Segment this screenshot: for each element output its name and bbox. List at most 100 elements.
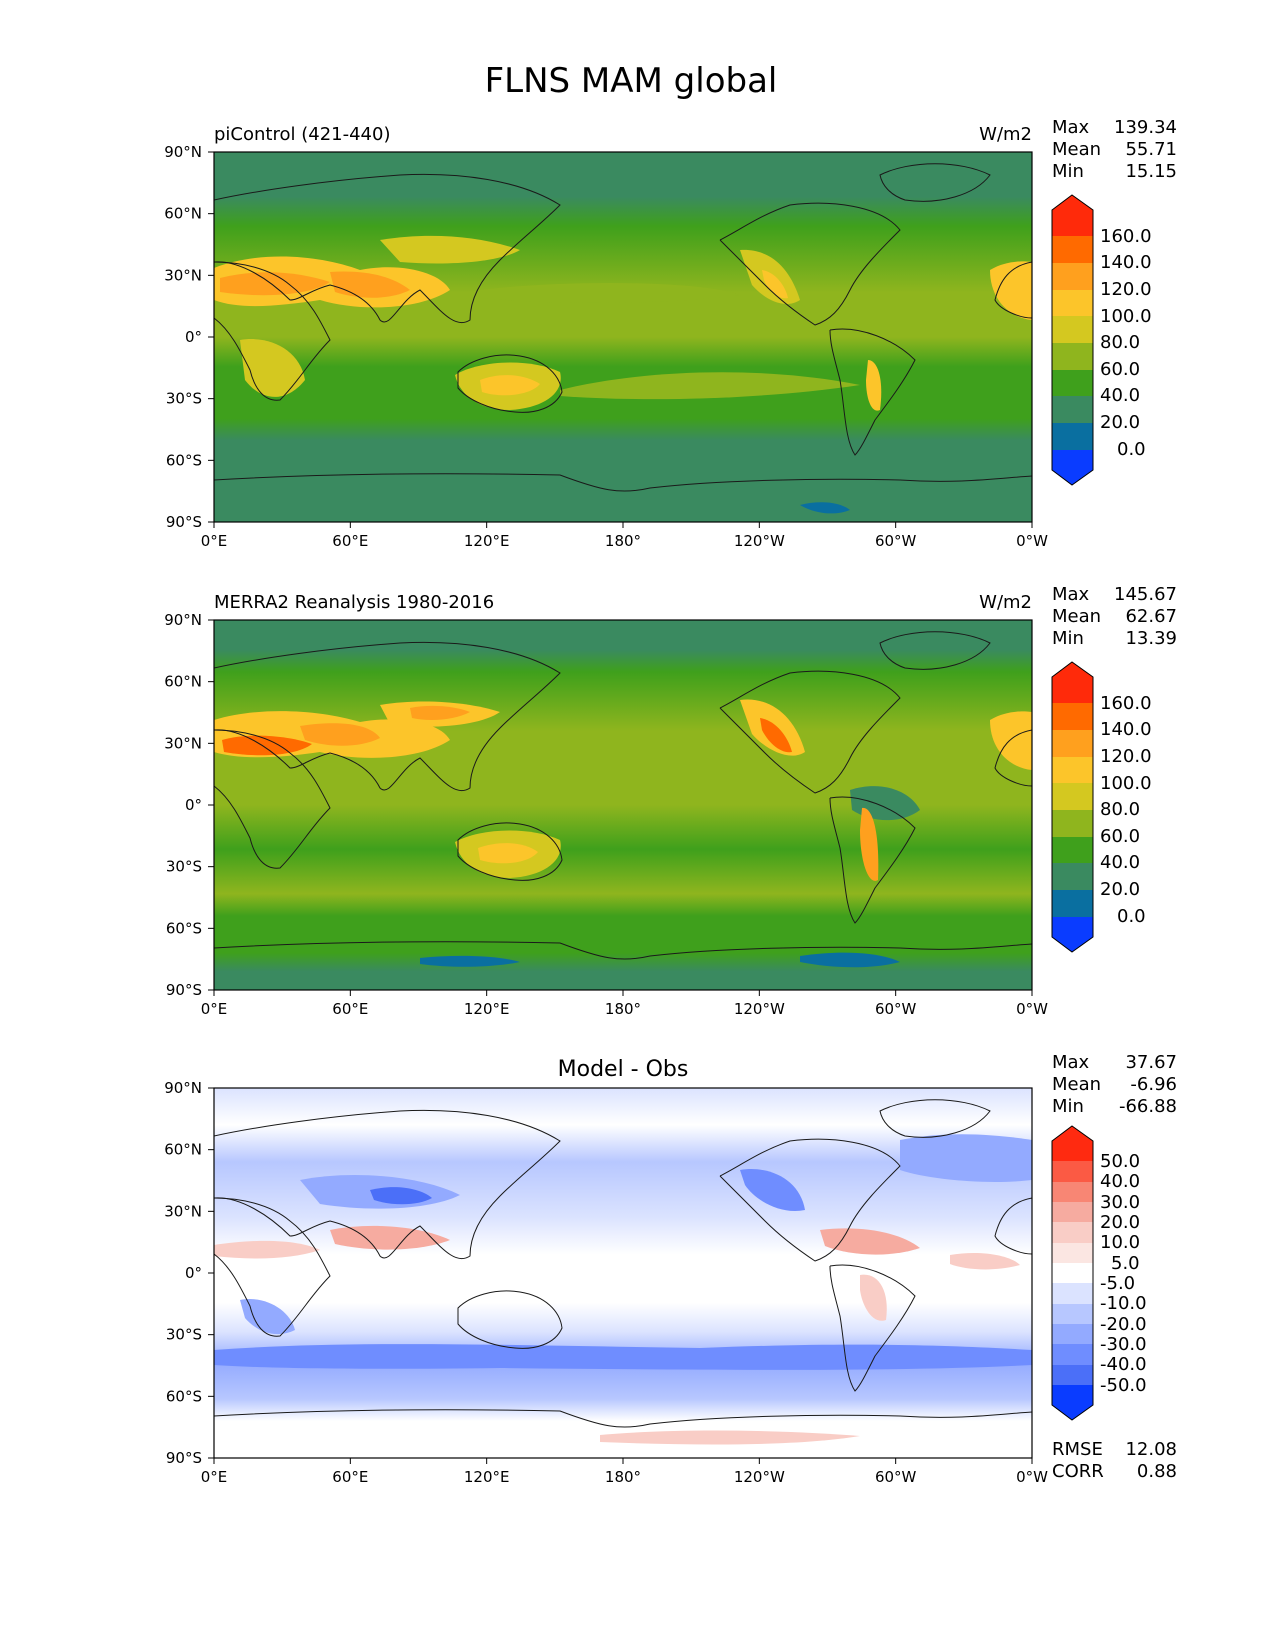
field-blob-pacific-north <box>480 283 740 303</box>
stats-block: Max 139.34 Mean 55.71 Min 15.15 <box>1052 117 1177 182</box>
coastlines <box>214 1099 1032 1428</box>
colorbar-outline <box>1051 661 1094 953</box>
colorbar-band <box>1052 810 1093 837</box>
stat-max-value: 139.34 <box>1114 117 1177 138</box>
colorbar-label: -5.0 <box>1100 1273 1135 1294</box>
lat-tick-label: 30°N <box>164 266 202 284</box>
colorbar-band <box>1052 236 1093 263</box>
colorbar-band <box>1052 290 1093 316</box>
lat-tick-label: 0° <box>185 796 202 814</box>
lat-tick-label: 90°N <box>164 611 202 629</box>
lon-tick-label: 180° <box>605 1468 641 1486</box>
lon-tick-label: 60°W <box>875 532 917 550</box>
lon-tick-label: 180° <box>605 1000 641 1018</box>
field-blob-australia-core <box>478 843 538 864</box>
colorbar-band <box>1052 1182 1093 1202</box>
colorbar-band <box>1052 1324 1093 1344</box>
colorbar-band <box>1052 423 1093 450</box>
colorbar-label: 50.0 <box>1100 1151 1140 1172</box>
lat-tick-label: 30°S <box>166 858 202 876</box>
lon-tick-label: 120°W <box>734 1468 785 1486</box>
coast-greenland <box>879 163 991 202</box>
colorbar-label: 20.0 <box>1100 1212 1140 1233</box>
lon-tick-label: 60°E <box>332 532 368 550</box>
map-field <box>214 1088 1032 1458</box>
coast-europe-asia <box>214 1109 561 1260</box>
colorbar-band <box>1052 1263 1093 1283</box>
field-blob-arabia <box>300 723 380 746</box>
coast-namerica <box>719 670 901 794</box>
lon-tick-label: 0°E <box>201 1468 228 1486</box>
lon-tick-label: 0°W <box>1016 1468 1048 1486</box>
coast-antarctica <box>214 941 1032 960</box>
stat-max-label: Max <box>1052 1052 1090 1073</box>
stats-block: Max 37.67 Mean -6.96 Min -66.88 RMSE 12.… <box>1052 1052 1177 1482</box>
lat-tick-label: 30°S <box>166 390 202 408</box>
colorbar-label: 60.0 <box>1100 826 1140 847</box>
colorbar-extend-top <box>1052 1126 1093 1161</box>
field-blob-samerica-positive <box>860 1274 887 1321</box>
stat-min-value: 13.39 <box>1125 628 1177 649</box>
colorbar-band <box>1052 703 1093 730</box>
colorbar-label: 120.0 <box>1100 746 1152 767</box>
panel-diff: Model - Obs <box>164 1052 1177 1486</box>
colorbar-label: 140.0 <box>1100 252 1152 273</box>
coast-africa <box>214 1197 331 1337</box>
colorbar-band <box>1052 370 1093 396</box>
colorbar-label: 60.0 <box>1100 359 1140 380</box>
stat-rmse-label: RMSE <box>1052 1439 1103 1460</box>
colorbar-label: 5.0 <box>1111 1253 1140 1274</box>
colorbar-extend-bottom <box>1052 450 1093 485</box>
lon-tick-label: 60°W <box>875 1468 917 1486</box>
field-blob-antarctic <box>800 502 850 514</box>
colorbar-label: 160.0 <box>1100 226 1152 247</box>
field-blob-australia-core <box>480 375 540 396</box>
colorbar-outline <box>1051 194 1094 486</box>
lat-tick-label: 60°S <box>166 451 202 469</box>
field-background <box>214 152 1032 522</box>
stat-mean-label: Mean <box>1052 606 1101 627</box>
stat-mean-value: 55.71 <box>1125 139 1177 160</box>
colorbar-extend-bottom <box>1052 1385 1093 1420</box>
stat-min-label: Min <box>1052 628 1084 649</box>
colorbar-band <box>1052 863 1093 890</box>
colorbar-extend-top <box>1052 195 1093 236</box>
field-blob-westafrica <box>990 261 1032 320</box>
colorbar-label: 40.0 <box>1100 852 1140 873</box>
field-blob-namerica-negative <box>740 1169 805 1211</box>
lat-tick-label: 90°N <box>164 1079 202 1097</box>
lat-tick-label: 90°N <box>164 143 202 161</box>
lat-tick-label: 30°S <box>166 1326 202 1344</box>
field-blob-tropics-positive <box>214 1240 320 1259</box>
colorbar-label: 40.0 <box>1100 1171 1140 1192</box>
colorbar-extend-bottom <box>1052 917 1093 952</box>
colorbar-band <box>1052 757 1093 783</box>
stats-block: Max 145.67 Mean 62.67 Min 13.39 <box>1052 584 1177 649</box>
colorbar-label: 100.0 <box>1100 773 1152 794</box>
coast-samerica <box>829 328 916 456</box>
lat-tick-label: 90°S <box>166 1449 202 1467</box>
lon-tick-label: 0°E <box>201 532 228 550</box>
stat-mean-label: Mean <box>1052 139 1101 160</box>
coast-africa <box>214 729 331 869</box>
colorbar-label: -50.0 <box>1100 1375 1147 1396</box>
field-blob-namerica-core <box>760 718 792 753</box>
coast-samerica <box>829 796 916 924</box>
stat-min-label: Min <box>1052 1096 1084 1117</box>
field-blob-asia <box>380 235 520 264</box>
lat-axis: 90°N 60°N 30°N 0° 30°S 60°S 90°S <box>164 143 214 531</box>
stat-max-label: Max <box>1052 117 1090 138</box>
stat-min-label: Min <box>1052 161 1084 182</box>
coast-australia <box>457 822 563 881</box>
figure-title: FLNS MAM global <box>485 61 778 101</box>
lon-axis: 0°E 60°E 120°E 180° 120°W 60°W 0°W <box>201 990 1048 1018</box>
colorbar: 160.0 140.0 120.0 100.0 80.0 60.0 40.0 2… <box>1051 194 1152 486</box>
stat-corr-value: 0.88 <box>1137 1461 1177 1482</box>
colorbar-label: -20.0 <box>1100 1314 1147 1335</box>
lat-tick-label: 60°N <box>164 673 202 691</box>
field-blob-eastpacific-positive <box>950 1253 1020 1270</box>
field-blob-tibet-core <box>410 705 470 720</box>
coast-africa <box>214 261 331 401</box>
stat-mean-label: Mean <box>1052 1074 1101 1095</box>
lat-axis: 90°N 60°N 30°N 0° 30°S 60°S 90°S <box>164 611 214 999</box>
